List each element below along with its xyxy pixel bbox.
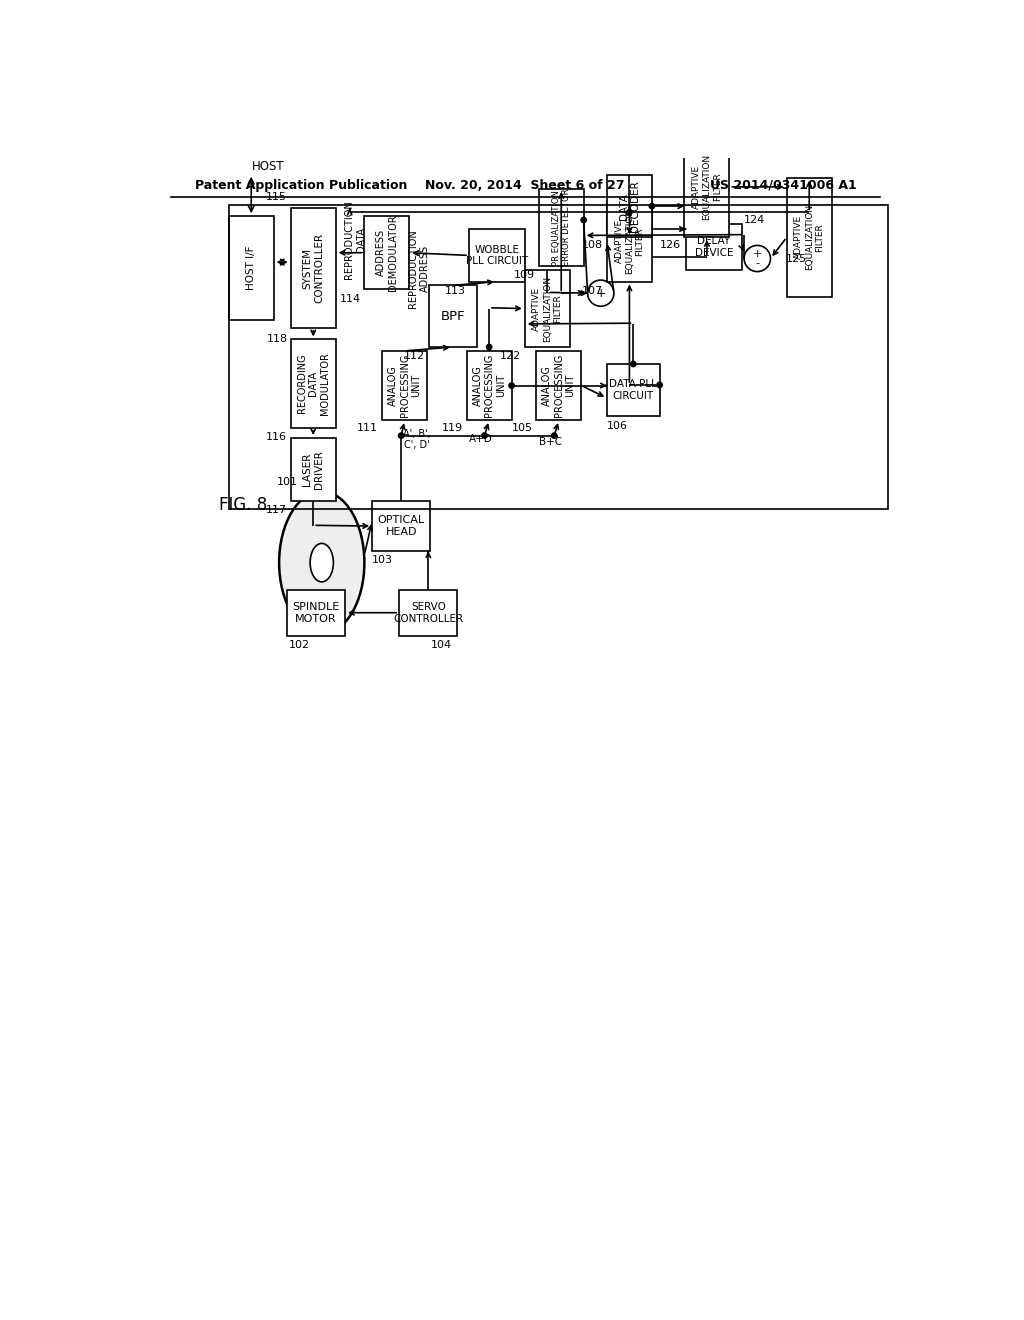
Text: A', B',
C', D': A', B', C', D' — [403, 429, 431, 450]
Text: SERVO
CONTROLLER: SERVO CONTROLLER — [393, 602, 464, 623]
Text: ANALOG
PROCESSING
UNIT: ANALOG PROCESSING UNIT — [472, 354, 506, 417]
Text: 112: 112 — [403, 351, 425, 362]
Text: 115: 115 — [266, 191, 287, 202]
Circle shape — [649, 203, 654, 209]
Text: 109: 109 — [514, 271, 535, 280]
Bar — [228, 216, 273, 321]
Text: SPINDLE
MOTOR: SPINDLE MOTOR — [292, 602, 340, 623]
Bar — [287, 590, 345, 636]
Text: 114: 114 — [339, 293, 360, 304]
Circle shape — [509, 383, 514, 388]
Text: -: - — [756, 259, 760, 268]
Circle shape — [657, 383, 663, 388]
Bar — [524, 271, 569, 347]
Bar — [607, 176, 652, 238]
Text: 106: 106 — [607, 421, 628, 430]
Text: DATA
DECODER: DATA DECODER — [618, 181, 640, 232]
Text: ADDRESS
DEMODULATOR: ADDRESS DEMODULATOR — [376, 214, 397, 290]
Text: OPTICAL
HEAD: OPTICAL HEAD — [378, 515, 425, 537]
Text: 102: 102 — [289, 640, 309, 649]
Text: 104: 104 — [431, 640, 452, 649]
Bar — [291, 438, 336, 502]
Text: US 2014/0341006 A1: US 2014/0341006 A1 — [710, 178, 856, 191]
Text: HOST I/F: HOST I/F — [246, 246, 256, 290]
Text: Nov. 20, 2014  Sheet 6 of 27: Nov. 20, 2014 Sheet 6 of 27 — [425, 178, 625, 191]
Text: B+C: B+C — [539, 437, 562, 446]
Circle shape — [486, 345, 492, 350]
Text: 117: 117 — [266, 506, 287, 515]
Circle shape — [581, 218, 587, 223]
Circle shape — [631, 362, 636, 367]
Text: ADAPTIVE
EQUALIZATION
FILTER: ADAPTIVE EQUALIZATION FILTER — [532, 276, 562, 342]
Text: +: + — [595, 286, 606, 300]
Text: BPF: BPF — [440, 310, 465, 323]
Circle shape — [552, 433, 557, 438]
Text: DELAY
DEVICE: DELAY DEVICE — [694, 236, 733, 257]
Bar — [786, 178, 831, 297]
Bar — [607, 201, 652, 281]
Ellipse shape — [280, 491, 365, 634]
Text: HOST: HOST — [252, 160, 285, 173]
Text: ADAPTIVE
EQUALIZATION
FILTER: ADAPTIVE EQUALIZATION FILTER — [692, 154, 722, 220]
Text: ANALOG
PROCESSING
UNIT: ANALOG PROCESSING UNIT — [543, 354, 575, 417]
Text: 111: 111 — [357, 422, 378, 433]
Bar — [228, 205, 888, 508]
Text: Patent Application Publication: Patent Application Publication — [196, 178, 408, 191]
Text: ANALOG
PROCESSING
UNIT: ANALOG PROCESSING UNIT — [388, 354, 421, 417]
Bar — [382, 351, 427, 420]
Bar — [539, 189, 584, 267]
Bar — [686, 224, 741, 271]
Text: REPRODUCTION
DATA: REPRODUCTION DATA — [344, 199, 366, 279]
Text: ADAPTIVE
EQUALIZATION
FILTER: ADAPTIVE EQUALIZATION FILTER — [795, 205, 824, 271]
Circle shape — [398, 433, 403, 438]
Text: RECORDING
DATA
MODULATOR: RECORDING DATA MODULATOR — [297, 352, 330, 414]
Bar — [684, 137, 729, 238]
Text: 122: 122 — [500, 351, 521, 362]
Bar — [429, 285, 477, 347]
Bar — [537, 351, 582, 420]
Text: 107: 107 — [582, 286, 603, 296]
Text: 118: 118 — [267, 334, 289, 345]
Text: +: + — [753, 249, 762, 259]
Circle shape — [627, 210, 632, 215]
Text: 108: 108 — [582, 240, 603, 249]
Text: PR EQUALIZATION
ERROR DETECTOR: PR EQUALIZATION ERROR DETECTOR — [552, 189, 571, 267]
Bar — [365, 216, 410, 289]
Text: DATA PLL
CIRCUIT: DATA PLL CIRCUIT — [609, 379, 657, 401]
Text: 105: 105 — [512, 422, 532, 433]
Bar — [291, 209, 336, 327]
Text: WOBBLE
PLL CIRCUIT: WOBBLE PLL CIRCUIT — [466, 244, 528, 267]
Text: 113: 113 — [444, 286, 466, 296]
Text: LASER
DRIVER: LASER DRIVER — [302, 450, 324, 488]
Text: A+D: A+D — [469, 434, 493, 445]
Text: 116: 116 — [266, 432, 287, 442]
Text: 101: 101 — [276, 477, 298, 487]
Text: 125: 125 — [786, 253, 807, 264]
Bar — [469, 230, 524, 281]
Circle shape — [481, 433, 487, 438]
Text: SYSTEM
CONTROLLER: SYSTEM CONTROLLER — [302, 234, 324, 304]
Text: 126: 126 — [659, 240, 681, 249]
Text: FIG. 8: FIG. 8 — [219, 496, 267, 513]
Text: 124: 124 — [744, 215, 765, 224]
Text: 119: 119 — [441, 422, 463, 433]
Bar — [467, 351, 512, 420]
Text: 103: 103 — [372, 556, 393, 565]
Bar — [291, 339, 336, 428]
Bar — [372, 502, 430, 552]
Bar — [399, 590, 458, 636]
Text: REPRODUCTION
ADDRESS: REPRODUCTION ADDRESS — [408, 228, 429, 308]
Bar — [607, 364, 659, 416]
Text: ADAPTIVE
EQUALIZATION
FILTER: ADAPTIVE EQUALIZATION FILTER — [614, 209, 644, 275]
Ellipse shape — [310, 544, 334, 582]
